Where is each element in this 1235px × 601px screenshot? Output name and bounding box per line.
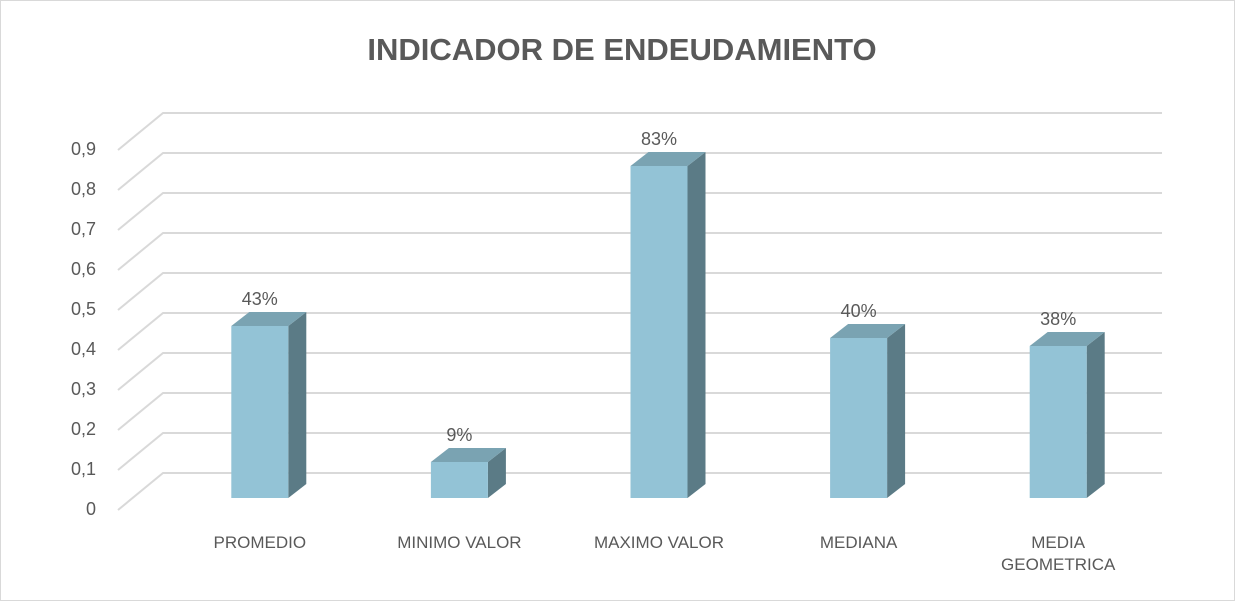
y-tick-label: 0,2 <box>71 419 96 439</box>
data-label: 40% <box>841 301 877 321</box>
y-tick-label: 0,5 <box>71 299 96 319</box>
bar-top <box>430 448 506 462</box>
y-tick-label: 0,9 <box>71 139 96 159</box>
bar-top <box>1029 332 1105 346</box>
grid-line <box>117 272 1162 311</box>
bar <box>430 462 488 498</box>
bar <box>1029 346 1087 498</box>
bar-side <box>288 312 307 498</box>
bar-side <box>487 448 506 498</box>
bar-top <box>630 152 706 166</box>
bar-top <box>830 324 906 338</box>
data-label: 43% <box>242 289 278 309</box>
bar <box>231 326 289 498</box>
x-tick-label: MEDIANA <box>819 533 898 552</box>
y-tick-label: 0,4 <box>71 339 96 359</box>
data-label: 38% <box>1040 309 1076 329</box>
bar-side <box>887 324 906 498</box>
grid-line <box>117 352 1162 391</box>
y-tick-label: 0,7 <box>71 219 96 239</box>
x-tick-label: MAXIMO VALOR <box>593 533 725 552</box>
chart-title: INDICADOR DE ENDEUDAMIENTO <box>367 32 876 67</box>
grid-line <box>117 232 1162 271</box>
y-tick-label: 0,8 <box>71 179 96 199</box>
grid-line <box>117 312 1162 351</box>
y-tick-label: 0,1 <box>71 459 96 479</box>
grid-line <box>117 112 1162 151</box>
bar <box>630 166 688 498</box>
x-tick-label: PROMEDIO <box>213 533 307 552</box>
grid-line <box>117 192 1162 231</box>
grid-line <box>117 392 1162 431</box>
grid-line <box>117 432 1162 471</box>
y-tick-label: 0,6 <box>71 259 96 279</box>
grid-line <box>117 472 1162 511</box>
bar-side <box>1086 332 1105 498</box>
x-tick-label: MINIMO VALOR <box>397 533 522 552</box>
data-label: 9% <box>446 425 472 445</box>
y-tick-label: 0,3 <box>71 379 96 399</box>
data-label: 83% <box>641 129 677 149</box>
bar-side <box>687 152 706 498</box>
y-tick-label: 0 <box>86 499 96 519</box>
bar-top <box>231 312 307 326</box>
bar <box>830 338 888 498</box>
grid-line <box>117 152 1162 191</box>
x-tick-label: MEDIA GEOMETRICA <box>1001 533 1116 574</box>
